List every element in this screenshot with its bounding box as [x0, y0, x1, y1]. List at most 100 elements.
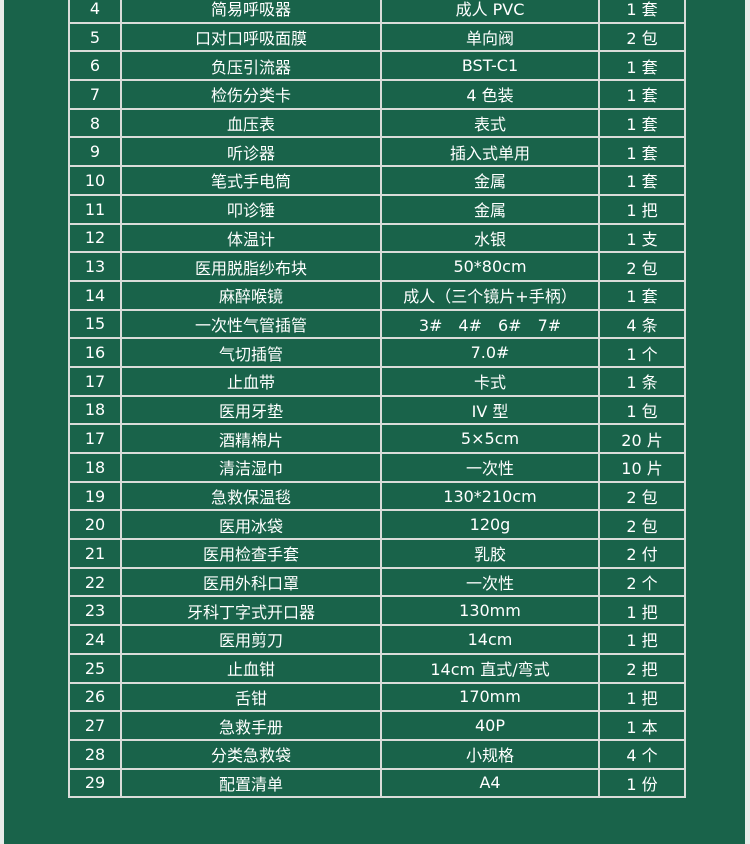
- item-spec: 170mm: [380, 681, 600, 713]
- table-row: 15 一次性气管插管 3# 4# 6# 7# 4 条: [68, 308, 686, 340]
- table-row: 29 配置清单 A4 1 份: [68, 767, 686, 799]
- item-spec: 单向阀: [380, 21, 600, 53]
- item-quantity: 1 份: [598, 767, 686, 799]
- item-name: 听诊器: [120, 136, 382, 168]
- item-spec: 14cm: [380, 624, 600, 655]
- item-name: 酒精棉片: [120, 423, 382, 454]
- item-number: 26: [68, 681, 122, 713]
- item-number: 17: [68, 365, 122, 397]
- item-number: 16: [68, 337, 122, 368]
- item-quantity: 2 把: [598, 652, 686, 684]
- item-quantity: 1 套: [598, 50, 686, 82]
- item-quantity: 1 把: [598, 624, 686, 655]
- table-row: 6 负压引流器 BST-C1 1 套: [68, 50, 686, 82]
- item-quantity: 1 本: [598, 710, 686, 741]
- table-row: 4 简易呼吸器 成人 PVC 1 套: [68, 0, 686, 24]
- item-name: 笔式手电筒: [120, 165, 382, 196]
- item-spec: 5×5cm: [380, 423, 600, 454]
- table-row: 13 医用脱脂纱布块 50*80cm 2 包: [68, 251, 686, 282]
- item-spec: 金属: [380, 193, 600, 225]
- item-number: 9: [68, 136, 122, 168]
- table-row: 23 牙科丁字式开口器 130mm 1 把: [68, 595, 686, 627]
- item-spec: IV 型: [380, 394, 600, 426]
- green-panel: 4 简易呼吸器 成人 PVC 1 套 5 口对口呼吸面膜 单向阀 2 包 6 负压引流器 BST-C…: [4, 0, 745, 844]
- item-quantity: 1 套: [598, 79, 686, 110]
- equipment-table: 4 简易呼吸器 成人 PVC 1 套 5 口对口呼吸面膜 单向阀 2 包 6 负压引流器 BST-C…: [68, 0, 686, 799]
- table-row: 25 止血钳 14cm 直式/弯式 2 把: [68, 652, 686, 684]
- item-spec: BST-C1: [380, 50, 600, 82]
- item-quantity: 1 把: [598, 193, 686, 225]
- item-quantity: 2 付: [598, 538, 686, 569]
- item-number: 17: [68, 423, 122, 454]
- item-spec: 金属: [380, 165, 600, 196]
- item-name: 简易呼吸器: [120, 0, 382, 24]
- table-row: 12 体温计 水银 1 支: [68, 222, 686, 254]
- table-row: 28 分类急救袋 小规格 4 个: [68, 738, 686, 770]
- table-row: 9 听诊器 插入式单用 1 套: [68, 136, 686, 168]
- table-row: 22 医用外科口罩 一次性 2 个: [68, 566, 686, 598]
- item-number: 24: [68, 624, 122, 655]
- item-quantity: 2 包: [598, 251, 686, 282]
- item-quantity: 10 片: [598, 452, 686, 483]
- item-quantity: 1 套: [598, 165, 686, 196]
- item-number: 25: [68, 652, 122, 684]
- item-spec: 50*80cm: [380, 251, 600, 282]
- item-name: 麻醉喉镜: [120, 279, 382, 311]
- table-row: 11 叩诊锤 金属 1 把: [68, 193, 686, 225]
- table-row: 17 止血带 卡式 1 条: [68, 365, 686, 397]
- item-spec: 乳胶: [380, 538, 600, 569]
- table-row: 16 气切插管 7.0# 1 个: [68, 337, 686, 368]
- item-quantity: 1 个: [598, 337, 686, 368]
- item-quantity: 1 套: [598, 279, 686, 311]
- item-name: 舌钳: [120, 681, 382, 713]
- item-name: 检伤分类卡: [120, 79, 382, 110]
- item-quantity: 2 个: [598, 566, 686, 598]
- item-quantity: 4 条: [598, 308, 686, 340]
- item-spec: 130mm: [380, 595, 600, 627]
- item-spec: 40P: [380, 710, 600, 741]
- item-spec: 120g: [380, 509, 600, 541]
- item-spec: 插入式单用: [380, 136, 600, 168]
- item-quantity: 1 套: [598, 0, 686, 24]
- item-quantity: 1 套: [598, 136, 686, 168]
- item-name: 牙科丁字式开口器: [120, 595, 382, 627]
- item-name: 医用冰袋: [120, 509, 382, 541]
- table-row: 5 口对口呼吸面膜 单向阀 2 包: [68, 21, 686, 53]
- item-number: 23: [68, 595, 122, 627]
- item-number: 14: [68, 279, 122, 311]
- item-spec: 卡式: [380, 365, 600, 397]
- item-name: 止血带: [120, 365, 382, 397]
- item-number: 10: [68, 165, 122, 196]
- item-spec: 一次性: [380, 452, 600, 483]
- item-number: 28: [68, 738, 122, 770]
- item-name: 急救手册: [120, 710, 382, 741]
- item-number: 22: [68, 566, 122, 598]
- item-quantity: 1 支: [598, 222, 686, 254]
- item-name: 配置清单: [120, 767, 382, 799]
- item-quantity: 4 个: [598, 738, 686, 770]
- item-number: 12: [68, 222, 122, 254]
- table-row: 19 急救保温毯 130*210cm 2 包: [68, 480, 686, 512]
- item-name: 分类急救袋: [120, 738, 382, 770]
- table-row: 20 医用冰袋 120g 2 包: [68, 509, 686, 541]
- item-quantity: 1 条: [598, 365, 686, 397]
- item-name: 负压引流器: [120, 50, 382, 82]
- item-number: 27: [68, 710, 122, 741]
- item-number: 6: [68, 50, 122, 82]
- item-number: 5: [68, 21, 122, 53]
- table-row: 7 检伤分类卡 4 色装 1 套: [68, 79, 686, 110]
- item-quantity: 1 把: [598, 595, 686, 627]
- item-spec: 一次性: [380, 566, 600, 598]
- item-quantity: 1 套: [598, 107, 686, 139]
- item-quantity: 1 包: [598, 394, 686, 426]
- item-spec: 14cm 直式/弯式: [380, 652, 600, 684]
- item-spec: 130*210cm: [380, 480, 600, 512]
- item-number: 18: [68, 452, 122, 483]
- item-quantity: 2 包: [598, 509, 686, 541]
- item-name: 医用脱脂纱布块: [120, 251, 382, 282]
- item-number: 13: [68, 251, 122, 282]
- table-row: 10 笔式手电筒 金属 1 套: [68, 165, 686, 196]
- item-number: 4: [68, 0, 122, 24]
- item-number: 15: [68, 308, 122, 340]
- item-spec: 4 色装: [380, 79, 600, 110]
